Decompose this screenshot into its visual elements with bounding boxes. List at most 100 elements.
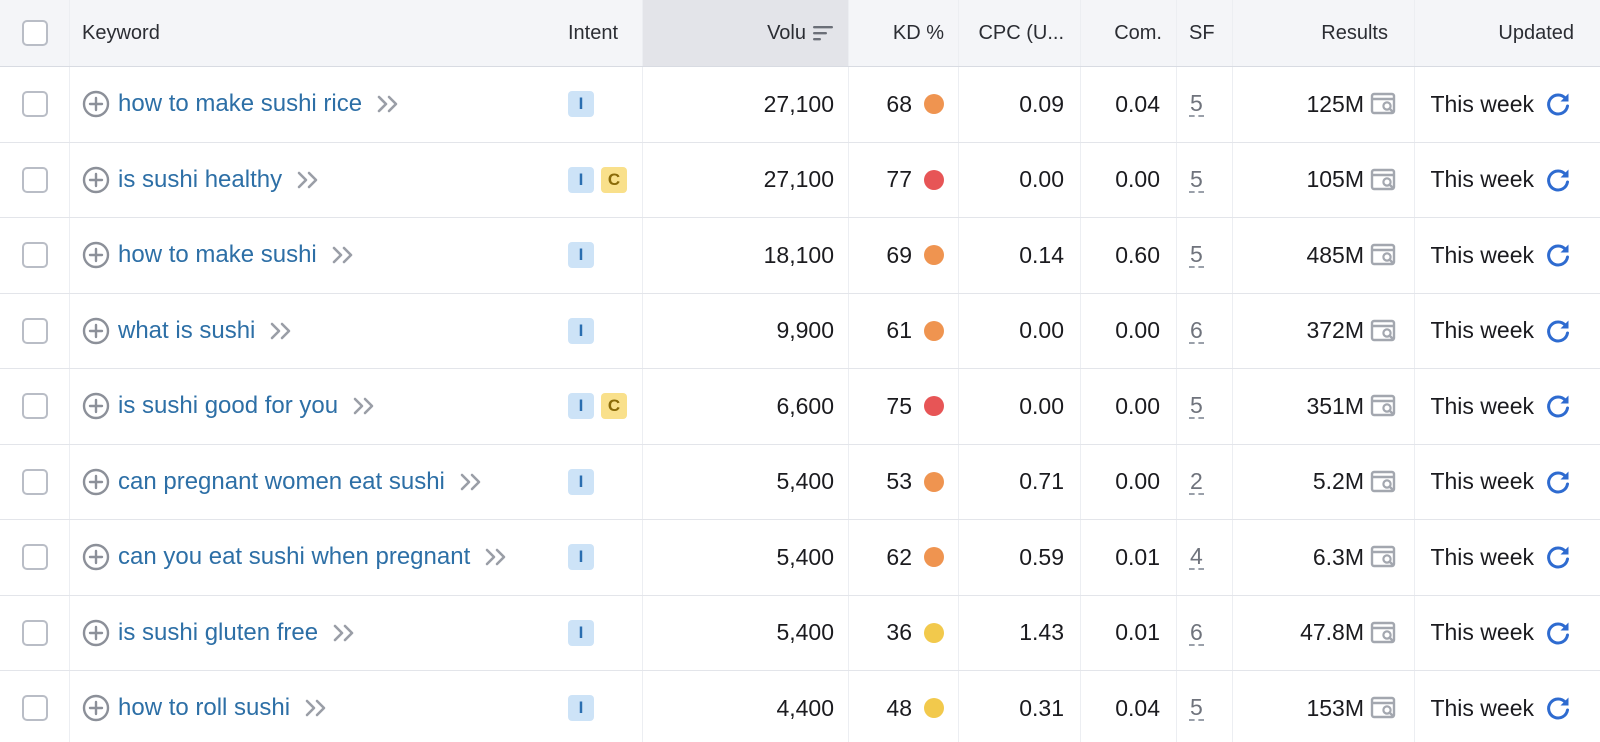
intent-badge-informational[interactable]: I	[568, 695, 594, 722]
add-keyword-icon[interactable]	[82, 392, 110, 420]
intent-badge-informational[interactable]: I	[568, 317, 594, 344]
double-chevron-right-icon[interactable]	[352, 396, 376, 416]
refresh-icon[interactable]	[1544, 317, 1572, 345]
serp-features-count[interactable]: 2	[1189, 467, 1204, 495]
row-checkbox[interactable]	[21, 619, 48, 646]
add-keyword-icon[interactable]	[82, 317, 110, 345]
view-serp-icon[interactable]	[1370, 469, 1398, 495]
kd-value: 68	[886, 90, 912, 117]
intent-badge-informational[interactable]: I	[568, 468, 594, 495]
refresh-icon[interactable]	[1544, 694, 1572, 722]
view-serp-icon[interactable]	[1370, 620, 1398, 646]
intent-badge-informational[interactable]: I	[568, 544, 594, 571]
double-chevron-right-icon[interactable]	[331, 245, 355, 265]
double-chevron-right-icon[interactable]	[269, 321, 293, 341]
header-com[interactable]: Com.	[1081, 0, 1177, 66]
header-kd[interactable]: KD %	[849, 0, 959, 66]
refresh-icon[interactable]	[1544, 241, 1572, 269]
cpc-cell: 0.00	[959, 142, 1081, 217]
row-checkbox[interactable]	[21, 242, 48, 269]
serp-features-count[interactable]: 4	[1189, 543, 1204, 571]
refresh-icon[interactable]	[1544, 619, 1572, 647]
refresh-icon[interactable]	[1544, 543, 1572, 571]
intent-badge-commercial[interactable]: C	[601, 393, 627, 420]
refresh-icon[interactable]	[1544, 392, 1572, 420]
keyword-link[interactable]: can pregnant women eat sushi	[118, 467, 445, 495]
com-value: 0.01	[1115, 543, 1160, 570]
cpc-value: 1.43	[1019, 619, 1064, 646]
intent-cell: I	[550, 67, 643, 142]
intent-badge-informational[interactable]: I	[568, 91, 594, 118]
keyword-link[interactable]: what is sushi	[118, 316, 256, 344]
header-cpc[interactable]: CPC (U...	[959, 0, 1081, 66]
add-keyword-icon[interactable]	[82, 619, 110, 647]
view-serp-icon[interactable]	[1370, 318, 1398, 344]
intent-badge-informational[interactable]: I	[568, 242, 594, 269]
header-results[interactable]: Results	[1233, 0, 1415, 66]
add-keyword-icon[interactable]	[82, 166, 110, 194]
intent-badge-informational[interactable]: I	[568, 619, 594, 646]
cpc-value: 0.71	[1019, 468, 1064, 495]
serp-features-count[interactable]: 5	[1189, 165, 1204, 193]
results-cell: 485M	[1233, 218, 1415, 293]
row-checkbox[interactable]	[21, 91, 48, 118]
updated-value: This week	[1430, 694, 1534, 721]
add-keyword-icon[interactable]	[82, 543, 110, 571]
serp-features-count[interactable]: 5	[1189, 392, 1204, 420]
refresh-icon[interactable]	[1544, 468, 1572, 496]
row-checkbox[interactable]	[21, 317, 48, 344]
intent-badge-informational[interactable]: I	[568, 166, 594, 193]
view-serp-icon[interactable]	[1370, 242, 1398, 268]
sort-descending-icon[interactable]	[812, 23, 834, 43]
row-select-cell	[0, 671, 70, 742]
view-serp-icon[interactable]	[1370, 167, 1398, 193]
keyword-link[interactable]: is sushi gluten free	[118, 618, 319, 646]
view-serp-icon[interactable]	[1370, 695, 1398, 721]
row-checkbox[interactable]	[21, 544, 48, 571]
keyword-link[interactable]: how to make sushi	[118, 241, 317, 269]
intent-badge-commercial[interactable]: C	[601, 166, 627, 193]
intent-badge-informational[interactable]: I	[568, 393, 594, 420]
serp-features-count[interactable]: 5	[1189, 241, 1204, 269]
header-sf[interactable]: SF	[1177, 0, 1233, 66]
serp-features-count[interactable]: 5	[1189, 90, 1204, 118]
volume-value: 9,900	[776, 317, 834, 344]
row-checkbox[interactable]	[21, 393, 48, 420]
add-keyword-icon[interactable]	[82, 468, 110, 496]
double-chevron-right-icon[interactable]	[484, 547, 508, 567]
serp-features-count[interactable]: 6	[1189, 618, 1204, 646]
keyword-link[interactable]: how to make sushi rice	[118, 90, 363, 118]
keyword-link[interactable]: can you eat sushi when pregnant	[118, 543, 471, 571]
refresh-icon[interactable]	[1544, 90, 1572, 118]
view-serp-icon[interactable]	[1370, 393, 1398, 419]
view-serp-icon[interactable]	[1370, 544, 1398, 570]
add-keyword-icon[interactable]	[82, 694, 110, 722]
header-volume[interactable]: Volu	[643, 0, 849, 66]
double-chevron-right-icon[interactable]	[332, 623, 356, 643]
header-intent[interactable]: Intent	[550, 0, 643, 66]
keyword-link[interactable]: is sushi healthy	[118, 165, 283, 193]
row-checkbox[interactable]	[21, 695, 48, 722]
add-keyword-icon[interactable]	[82, 241, 110, 269]
double-chevron-right-icon[interactable]	[304, 698, 328, 718]
add-keyword-icon[interactable]	[82, 90, 110, 118]
row-select-cell	[0, 595, 70, 670]
select-all-checkbox[interactable]	[21, 20, 48, 46]
keyword-link[interactable]: how to roll sushi	[118, 694, 291, 722]
view-serp-icon[interactable]	[1370, 91, 1398, 117]
serp-features-count[interactable]: 6	[1189, 316, 1204, 344]
header-keyword[interactable]: Keyword	[82, 21, 160, 44]
serp-features-count[interactable]: 5	[1189, 694, 1204, 722]
keyword-link[interactable]: is sushi good for you	[118, 392, 339, 420]
row-select-cell	[0, 218, 70, 293]
header-updated[interactable]: Updated	[1498, 21, 1574, 44]
row-checkbox[interactable]	[21, 468, 48, 495]
double-chevron-right-icon[interactable]	[376, 94, 400, 114]
refresh-icon[interactable]	[1544, 166, 1572, 194]
row-checkbox[interactable]	[21, 166, 48, 193]
double-chevron-right-icon[interactable]	[459, 472, 483, 492]
keyword-cell: is sushi good for you	[70, 369, 550, 444]
results-cell: 47.8M	[1233, 595, 1415, 670]
double-chevron-right-icon[interactable]	[296, 170, 320, 190]
